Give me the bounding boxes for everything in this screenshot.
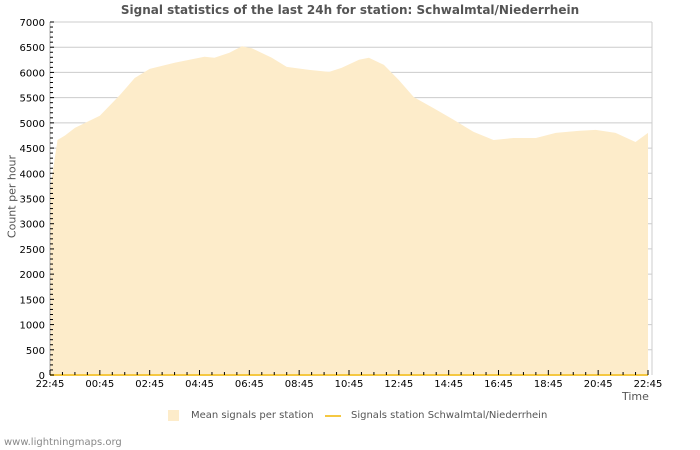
svg-text:500: 500: [26, 346, 45, 357]
svg-text:6500: 6500: [20, 43, 45, 54]
svg-text:4000: 4000: [20, 169, 45, 180]
legend-swatch-area-icon: [168, 410, 179, 421]
legend-item-station: Signals station Schwalmtal/Niederrhein: [325, 410, 547, 421]
svg-text:10:45: 10:45: [335, 379, 364, 390]
chart-title: Signal statistics of the last 24h for st…: [120, 3, 580, 17]
svg-text:5000: 5000: [20, 119, 45, 130]
svg-text:5500: 5500: [20, 94, 45, 105]
svg-text:08:45: 08:45: [285, 379, 314, 390]
svg-text:20:45: 20:45: [584, 379, 613, 390]
mean-signals-area: [50, 46, 648, 375]
svg-text:18:45: 18:45: [534, 379, 563, 390]
axis-ticks: 0 500 1000 1500 2000 2500 3000 3500 4000 4500 5000…: [20, 18, 663, 390]
svg-text:7000: 7000: [20, 18, 45, 29]
legend-label-station: Signals station Schwalmtal/Niederrhein: [351, 410, 548, 421]
svg-text:00:45: 00:45: [85, 379, 114, 390]
svg-text:1500: 1500: [20, 295, 45, 306]
svg-text:3500: 3500: [20, 195, 45, 206]
svg-text:22:45: 22:45: [36, 379, 65, 390]
svg-text:2000: 2000: [20, 270, 45, 281]
svg-text:0: 0: [39, 371, 45, 382]
svg-text:6000: 6000: [20, 68, 45, 79]
svg-text:22:45: 22:45: [634, 379, 663, 390]
svg-text:14:45: 14:45: [434, 379, 463, 390]
x-axis-label: Time: [622, 390, 649, 403]
svg-text:4500: 4500: [20, 144, 45, 155]
svg-text:12:45: 12:45: [384, 379, 413, 390]
footer-url: www.lightningmaps.org: [4, 437, 122, 448]
legend-item-mean: Mean signals per station: [168, 410, 314, 421]
legend-label-mean: Mean signals per station: [191, 410, 314, 421]
svg-text:16:45: 16:45: [484, 379, 513, 390]
svg-text:04:45: 04:45: [185, 379, 214, 390]
svg-text:02:45: 02:45: [135, 379, 164, 390]
legend-swatch-line-icon: [325, 414, 341, 417]
svg-text:2500: 2500: [20, 245, 45, 256]
svg-text:3000: 3000: [20, 220, 45, 231]
svg-text:1000: 1000: [20, 321, 45, 332]
svg-text:06:45: 06:45: [235, 379, 264, 390]
